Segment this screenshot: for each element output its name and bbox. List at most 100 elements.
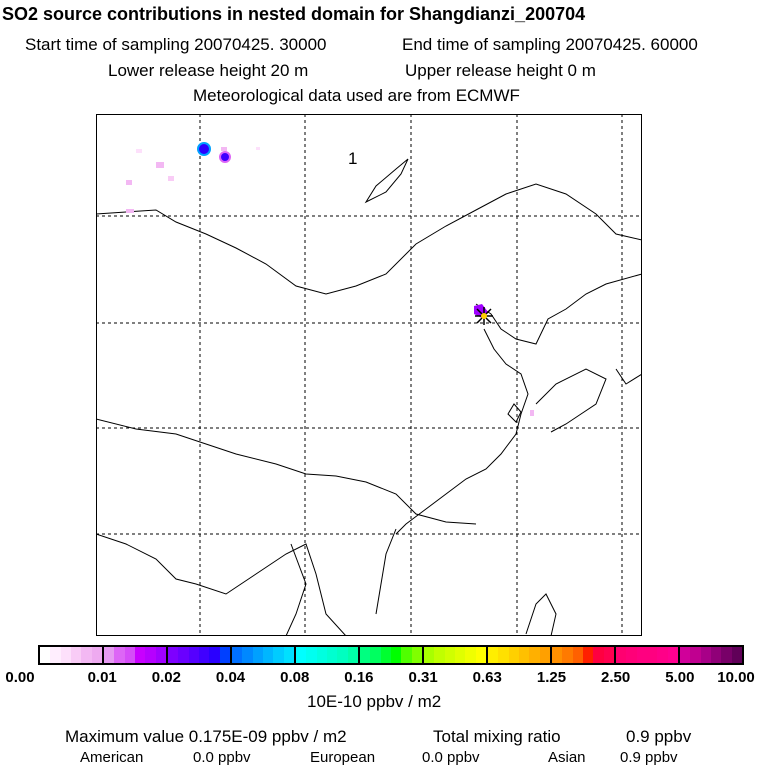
- colorbar-tick-label: 0.00: [5, 669, 35, 686]
- colorbar-swatch: [198, 647, 210, 663]
- colorbar-segment: [104, 647, 168, 663]
- colorbar-swatch: [252, 647, 263, 663]
- total-mixing-ratio-value: 0.9 ppbv: [626, 727, 692, 746]
- colorbar: [38, 645, 744, 665]
- colorbar-swatch: [81, 647, 92, 663]
- colorbar-swatch: [168, 647, 179, 663]
- colorbar-swatch: [488, 647, 499, 663]
- colorbar-swatch: [326, 647, 338, 663]
- colorbar-tick-label: 0.04: [215, 669, 246, 686]
- colorbar-swatch: [155, 647, 166, 663]
- colorbar-swatch: [262, 647, 274, 663]
- colorbar-swatch: [690, 647, 701, 663]
- colorbar-swatch: [209, 647, 220, 663]
- colorbar-segment: [232, 647, 296, 663]
- colorbar-swatch: [390, 647, 402, 663]
- colorbar-swatch: [296, 647, 307, 663]
- colorbar-swatch: [657, 647, 668, 663]
- panel-number: 1: [348, 149, 357, 168]
- colorbar-swatch: [539, 647, 550, 663]
- european-label: European: [310, 749, 376, 766]
- map-panel: 1: [96, 114, 642, 636]
- european-value: 0.0 ppbv: [422, 749, 480, 766]
- colorbar-swatch: [380, 647, 391, 663]
- colorbar-swatch: [700, 647, 711, 663]
- colorbar-swatch: [680, 647, 691, 663]
- station-star-icon: [475, 307, 493, 325]
- colorbar-segment: [680, 647, 742, 663]
- colorbar-tick-label: 0.31: [408, 669, 438, 686]
- start-time: Start time of sampling 20070425. 30000: [25, 35, 327, 54]
- colorbar-swatch: [616, 647, 627, 663]
- asian-value: 0.9 ppbv: [620, 749, 678, 766]
- american-value: 0.0 ppbv: [193, 749, 251, 766]
- colorbar-segment: [424, 647, 488, 663]
- colorbar-swatch: [444, 647, 455, 663]
- colorbar-swatch: [721, 647, 732, 663]
- colorbar-swatch: [434, 647, 445, 663]
- upper-release-height: Upper release height 0 m: [405, 61, 596, 80]
- colorbar-swatch: [646, 647, 658, 663]
- colorbar-segment: [616, 647, 680, 663]
- page-title: SO2 source contributions in nested domai…: [2, 4, 586, 24]
- colorbar-swatch: [667, 647, 678, 663]
- colorbar-swatch: [145, 647, 156, 663]
- colorbar-swatch: [508, 647, 519, 663]
- colorbar-tick-label: 2.50: [601, 669, 631, 686]
- colorbar-swatch: [731, 647, 742, 663]
- colorbar-segment: [168, 647, 232, 663]
- colorbar-swatch: [70, 647, 82, 663]
- colorbar-tick-label: 1.25: [536, 669, 567, 686]
- colorbar-swatch: [370, 647, 381, 663]
- lower-release-height: Lower release height 20 m: [108, 61, 309, 80]
- colorbar-swatch: [582, 647, 594, 663]
- colorbar-swatch: [91, 647, 102, 663]
- colorbar-tick-label: 5.00: [665, 669, 695, 686]
- colorbar-swatch: [411, 647, 422, 663]
- colorbar-swatch: [60, 647, 71, 663]
- colorbar-segment: [488, 647, 552, 663]
- map-frame: [96, 114, 642, 636]
- colorbar-swatch: [454, 647, 466, 663]
- colorbar-segment: [296, 647, 360, 663]
- colorbar-segment: [552, 647, 616, 663]
- american-label: American: [80, 749, 144, 766]
- colorbar-tick-label: 10.00: [717, 669, 755, 686]
- met-data-source: Meteorological data used are from ECMWF: [193, 86, 520, 105]
- colorbar-swatch: [475, 647, 486, 663]
- colorbar-swatch: [518, 647, 530, 663]
- maximum-value: Maximum value 0.175E-09 ppbv / m2: [65, 727, 347, 746]
- colorbar-swatch: [232, 647, 243, 663]
- colorbar-swatch: [401, 647, 412, 663]
- colorbar-swatch: [603, 647, 614, 663]
- colorbar-swatch: [273, 647, 284, 663]
- colorbar-swatch: [134, 647, 146, 663]
- end-time: End time of sampling 20070425. 60000: [402, 35, 698, 54]
- colorbar-swatch: [178, 647, 189, 663]
- colorbar-tick-label: 0.01: [87, 669, 117, 686]
- colorbar-swatch: [465, 647, 476, 663]
- colorbar-swatch: [104, 647, 115, 663]
- colorbar-swatch: [424, 647, 435, 663]
- total-mixing-ratio-label: Total mixing ratio: [433, 727, 561, 746]
- colorbar-tick-label: 0.16: [344, 669, 374, 686]
- colorbar-swatch: [710, 647, 722, 663]
- colorbar-swatch: [593, 647, 604, 663]
- colorbar-segment: [40, 647, 104, 663]
- colorbar-swatch: [40, 647, 51, 663]
- colorbar-swatch: [552, 647, 563, 663]
- coastlines-borders: [96, 158, 642, 636]
- colorbar-tick-label: 0.63: [472, 669, 502, 686]
- colorbar-swatch: [219, 647, 230, 663]
- colorbar-swatch: [283, 647, 294, 663]
- colorbar-swatch: [337, 647, 348, 663]
- colorbar-swatch: [124, 647, 135, 663]
- colorbar-swatch: [498, 647, 509, 663]
- colorbar-swatch: [572, 647, 583, 663]
- colorbar-swatch: [316, 647, 327, 663]
- asian-label: Asian: [548, 749, 586, 766]
- colorbar-tick-label: 0.02: [151, 669, 181, 686]
- graticule: [96, 114, 642, 636]
- colorbar-swatch: [50, 647, 61, 663]
- colorbar-swatch: [360, 647, 371, 663]
